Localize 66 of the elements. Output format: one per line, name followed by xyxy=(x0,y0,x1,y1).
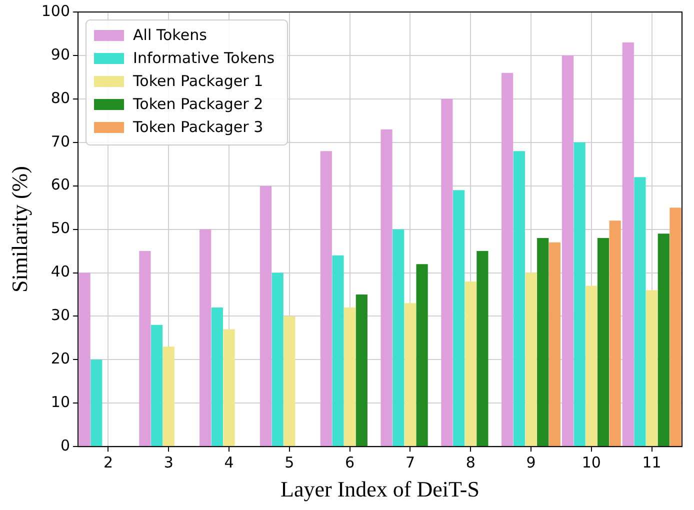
legend-label: Informative Tokens xyxy=(133,48,275,67)
bar xyxy=(658,234,670,446)
x-tick-label: 3 xyxy=(164,453,174,472)
bar xyxy=(260,186,272,446)
x-tick-label: 8 xyxy=(466,453,476,472)
bar xyxy=(609,220,621,446)
bar xyxy=(162,346,174,446)
y-tick-label: 60 xyxy=(50,176,70,194)
legend-label: Token Packager 3 xyxy=(132,118,264,136)
bar xyxy=(622,42,634,446)
bar xyxy=(150,324,163,446)
y-tick-label: 10 xyxy=(50,393,70,412)
y-tick-label: 30 xyxy=(50,306,70,324)
y-tick-label: 0 xyxy=(60,436,70,454)
bar xyxy=(464,281,476,446)
bar xyxy=(452,190,465,446)
bar xyxy=(320,151,332,446)
x-tick-label: 7 xyxy=(405,453,415,472)
bar xyxy=(537,238,549,446)
bar xyxy=(211,308,223,446)
bar xyxy=(272,272,284,446)
bar xyxy=(416,264,428,446)
bar xyxy=(670,208,682,446)
bar xyxy=(380,129,392,446)
bar xyxy=(90,360,102,446)
y-tick-label: 70 xyxy=(50,132,70,150)
bar xyxy=(548,242,560,446)
bar xyxy=(513,151,525,446)
bar xyxy=(562,55,574,446)
bar xyxy=(284,316,296,446)
bar xyxy=(139,251,151,446)
bar xyxy=(441,98,453,446)
bar xyxy=(634,177,646,446)
x-tick-label: 2 xyxy=(103,453,113,472)
x-tick-label: 4 xyxy=(224,453,234,472)
legend-label: Token Packager 1 xyxy=(132,72,264,90)
bar xyxy=(344,308,356,446)
x-tick-label: 10 xyxy=(582,453,601,472)
bar xyxy=(392,229,404,446)
bar xyxy=(646,290,658,446)
x-tick-label: 5 xyxy=(284,453,294,472)
y-tick-label: 80 xyxy=(50,88,70,107)
x-tick-label: 9 xyxy=(526,453,536,472)
bar xyxy=(476,251,488,446)
bar xyxy=(574,142,586,446)
bar xyxy=(356,294,368,446)
bar xyxy=(586,286,598,446)
bar xyxy=(597,238,610,446)
y-tick-label: 100 xyxy=(41,2,70,20)
bar xyxy=(223,329,235,446)
y-tick-label: 20 xyxy=(50,350,70,368)
y-tick-label: 90 xyxy=(50,45,70,64)
bar xyxy=(332,255,344,446)
x-tick-label: 6 xyxy=(345,453,355,472)
bar xyxy=(200,229,212,446)
legend-label: All Tokens xyxy=(133,26,208,44)
bar xyxy=(404,303,416,446)
bar xyxy=(525,272,537,446)
x-tick-label: 11 xyxy=(642,453,662,472)
bar xyxy=(502,72,514,446)
y-tick-label: 40 xyxy=(50,262,70,281)
y-axis-title: Similarity (%) xyxy=(6,166,32,293)
x-axis-title: Layer Index of DeiT-S xyxy=(280,476,480,502)
bar xyxy=(78,272,90,446)
legend-label: Token Packager 2 xyxy=(132,94,264,113)
y-tick-label: 50 xyxy=(50,219,70,238)
